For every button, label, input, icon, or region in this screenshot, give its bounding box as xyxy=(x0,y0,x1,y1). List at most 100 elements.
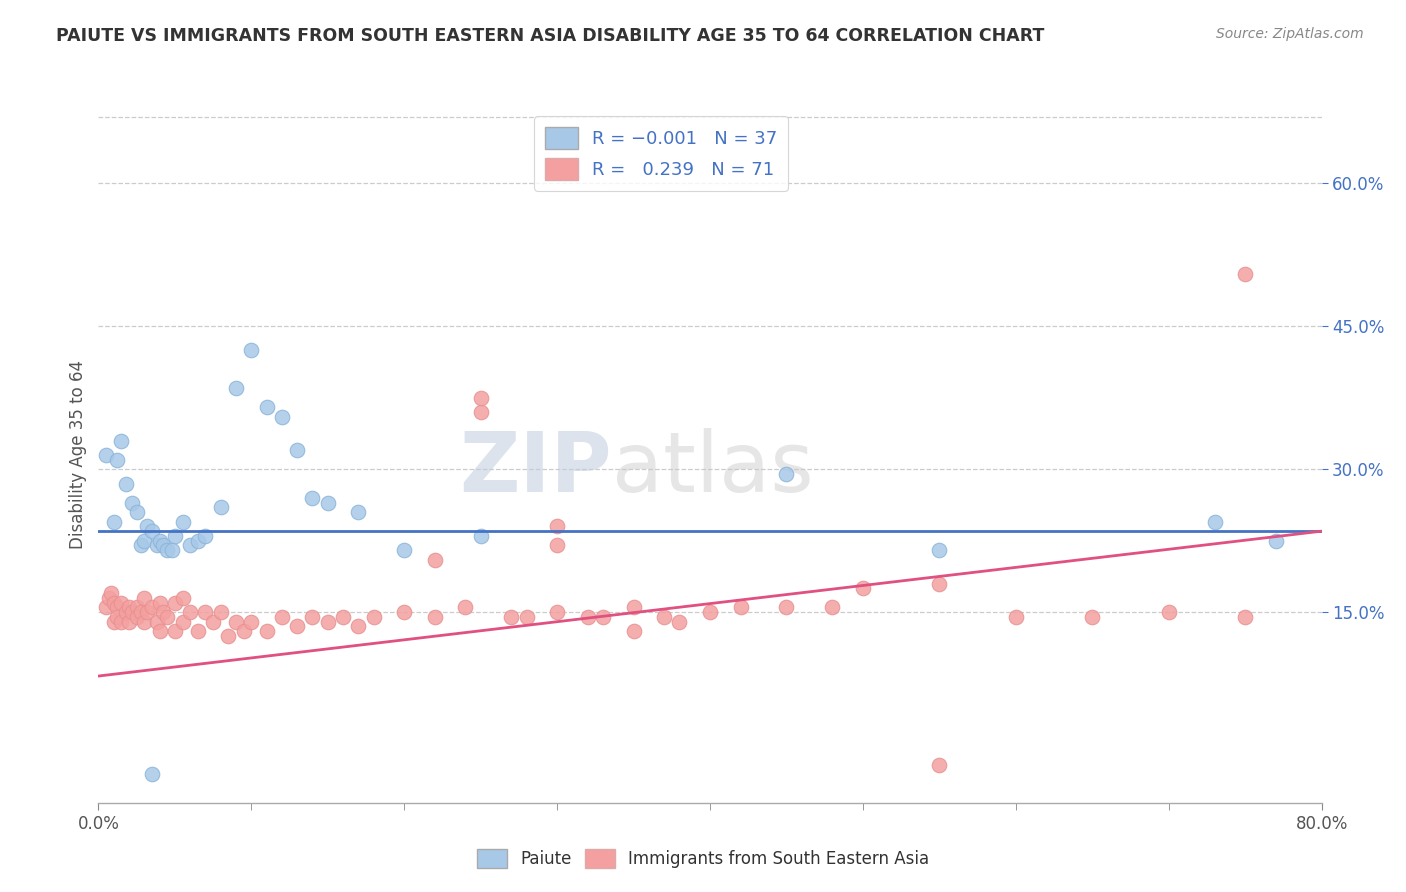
Point xyxy=(187,533,209,548)
Text: atlas: atlas xyxy=(612,428,814,509)
Point xyxy=(121,605,143,619)
Point xyxy=(209,500,232,515)
Point xyxy=(156,543,179,558)
Point xyxy=(240,343,263,357)
Point xyxy=(1157,605,1180,619)
Point xyxy=(623,600,645,615)
Point xyxy=(110,596,132,610)
Point xyxy=(668,615,690,629)
Point xyxy=(115,605,138,619)
Point xyxy=(699,605,721,619)
Point xyxy=(134,615,156,629)
Text: PAIUTE VS IMMIGRANTS FROM SOUTH EASTERN ASIA DISABILITY AGE 35 TO 64 CORRELATION: PAIUTE VS IMMIGRANTS FROM SOUTH EASTERN … xyxy=(56,27,1045,45)
Point xyxy=(546,605,568,619)
Point xyxy=(301,491,323,505)
Point xyxy=(172,515,194,529)
Point xyxy=(470,391,492,405)
Text: Source: ZipAtlas.com: Source: ZipAtlas.com xyxy=(1216,27,1364,41)
Point xyxy=(332,610,354,624)
Point xyxy=(1264,533,1286,548)
Point xyxy=(172,615,194,629)
Point xyxy=(103,515,125,529)
Point xyxy=(347,505,370,519)
Point xyxy=(134,533,156,548)
Point xyxy=(105,610,128,624)
Point xyxy=(256,401,278,415)
Point xyxy=(256,624,278,639)
Point xyxy=(576,610,599,624)
Point xyxy=(172,591,194,605)
Point xyxy=(225,381,247,395)
Point xyxy=(928,757,950,772)
Point xyxy=(103,615,125,629)
Point xyxy=(129,605,152,619)
Point xyxy=(928,543,950,558)
Point xyxy=(285,619,308,633)
Point xyxy=(546,539,568,553)
Point xyxy=(103,596,125,610)
Point xyxy=(125,505,148,519)
Point xyxy=(152,539,174,553)
Point xyxy=(136,519,159,533)
Point xyxy=(179,539,201,553)
Point xyxy=(852,582,875,596)
Point xyxy=(592,610,614,624)
Point xyxy=(775,600,797,615)
Point xyxy=(1234,610,1257,624)
Point xyxy=(163,596,186,610)
Point xyxy=(100,586,122,600)
Point xyxy=(270,610,292,624)
Point xyxy=(145,615,167,629)
Point xyxy=(125,600,148,615)
Point xyxy=(149,596,172,610)
Point xyxy=(392,605,416,619)
Point xyxy=(1234,267,1257,281)
Point xyxy=(775,467,797,481)
Point xyxy=(156,610,179,624)
Point xyxy=(225,615,247,629)
Point xyxy=(454,600,477,615)
Point xyxy=(546,519,568,533)
Point xyxy=(152,605,174,619)
Point xyxy=(423,553,446,567)
Point xyxy=(363,610,385,624)
Point xyxy=(821,600,844,615)
Point xyxy=(209,605,232,619)
Point xyxy=(110,434,132,448)
Point xyxy=(316,615,339,629)
Text: ZIP: ZIP xyxy=(460,428,612,509)
Point xyxy=(187,624,209,639)
Point xyxy=(270,409,292,424)
Point xyxy=(516,610,538,624)
Point xyxy=(652,610,675,624)
Point xyxy=(115,476,138,491)
Point xyxy=(202,615,225,629)
Point xyxy=(470,529,492,543)
Point xyxy=(316,495,339,509)
Point xyxy=(217,629,239,643)
Point xyxy=(194,529,217,543)
Point xyxy=(98,591,121,605)
Point xyxy=(118,615,141,629)
Point xyxy=(301,610,323,624)
Legend: R = −0.001   N = 37, R =   0.239   N = 71: R = −0.001 N = 37, R = 0.239 N = 71 xyxy=(534,116,787,191)
Point xyxy=(392,543,416,558)
Point xyxy=(110,615,132,629)
Point xyxy=(94,448,117,462)
Point xyxy=(1081,610,1104,624)
Point xyxy=(163,529,186,543)
Point xyxy=(105,600,128,615)
Point xyxy=(141,767,163,781)
Point xyxy=(141,600,163,615)
Point xyxy=(163,624,186,639)
Point xyxy=(94,600,117,615)
Legend: Paiute, Immigrants from South Eastern Asia: Paiute, Immigrants from South Eastern As… xyxy=(470,843,936,875)
Point xyxy=(285,443,308,458)
Point xyxy=(232,624,254,639)
Y-axis label: Disability Age 35 to 64: Disability Age 35 to 64 xyxy=(69,360,87,549)
Point xyxy=(118,600,141,615)
Point xyxy=(730,600,752,615)
Point xyxy=(149,624,172,639)
Point xyxy=(240,615,263,629)
Point xyxy=(470,405,492,419)
